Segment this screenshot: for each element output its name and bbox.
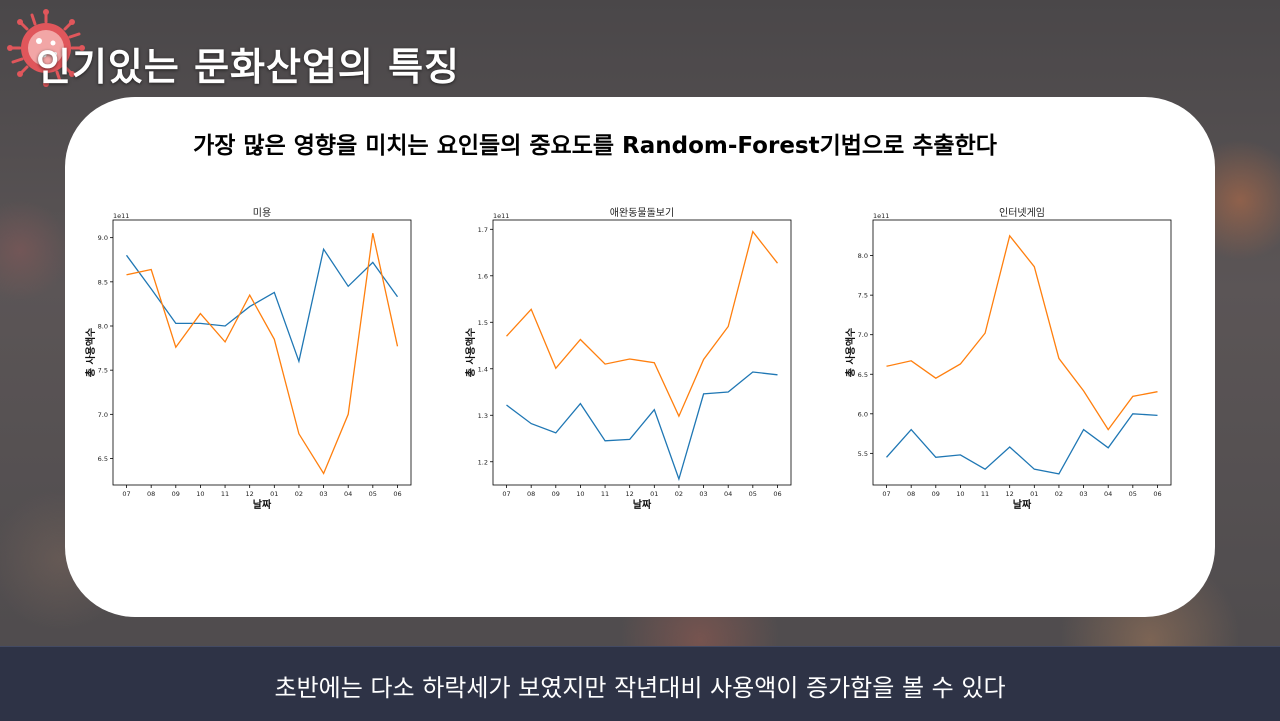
- series-line-blue: [506, 371, 778, 482]
- x-tick-label: 11: [981, 490, 989, 498]
- y-tick-label: 1.7: [478, 226, 488, 234]
- x-tick-label: 09: [552, 490, 560, 498]
- x-tick-label: 08: [527, 490, 535, 498]
- chart-title: 미용: [253, 207, 271, 219]
- x-tick-label: 12: [246, 490, 254, 498]
- x-tick-label: 07: [122, 490, 130, 498]
- y-axis-label: 총 사용액수: [465, 328, 477, 377]
- y-tick-label: 1.2: [478, 458, 488, 466]
- chart-title: 애완동물돌보기: [610, 207, 674, 219]
- axis-offset-label: 1e11: [113, 212, 129, 220]
- x-tick-label: 03: [319, 490, 327, 498]
- x-axis-label: 날짜: [253, 498, 272, 510]
- plot-frame: [492, 219, 792, 486]
- y-tick-label: 7.0: [98, 411, 108, 419]
- chart-internet-game: 인터넷게임 1e11 5.5 6.0 6.5 7.0 7.5 8.0 07 08 09 10 11 12 0…: [845, 200, 1175, 510]
- x-tick-label: 01: [650, 490, 658, 498]
- series-line-orange: [886, 234, 1158, 431]
- y-tick-label: 1.6: [478, 272, 488, 280]
- plot-frame: [872, 219, 1172, 486]
- y-axis-label: 총 사용액수: [85, 328, 97, 377]
- x-tick-label: 10: [196, 490, 204, 498]
- plot-frame: [112, 219, 412, 486]
- chart-svg: 애완동물돌보기 1e11 1.2 1.3 1.4 1.5 1.6 1.7 07 08 09 10 11 1…: [465, 207, 792, 510]
- x-tick-label: 05: [1129, 490, 1137, 498]
- x-axis-label: 날짜: [1013, 498, 1032, 510]
- chart-pet-care: 애완동물돌보기 1e11 1.2 1.3 1.4 1.5 1.6 1.7 07 08 09 10 11 1…: [465, 200, 795, 510]
- x-tick-label: 03: [1079, 490, 1087, 498]
- y-tick-label: 8.0: [98, 323, 108, 331]
- x-tick-label: 05: [369, 490, 377, 498]
- x-tick-label: 09: [932, 490, 940, 498]
- x-tick-label: 01: [270, 490, 278, 498]
- x-tick-label: 07: [882, 490, 890, 498]
- series-line-blue: [125, 247, 399, 364]
- y-tick-label: 6.5: [858, 371, 868, 379]
- y-tick-label: 8.0: [858, 252, 868, 260]
- x-tick-label: 03: [699, 490, 707, 498]
- x-tick-label: 12: [1006, 490, 1014, 498]
- y-tick-label: 7.0: [858, 331, 868, 339]
- slide-subtitle: 가장 많은 영향을 미치는 요인들의 중요도를 Random-Forest기법으…: [193, 133, 997, 159]
- y-tick-label: 1.3: [478, 412, 488, 420]
- x-tick-label: 10: [956, 490, 964, 498]
- x-tick-label: 02: [295, 490, 303, 498]
- x-tick-label: 12: [626, 490, 634, 498]
- y-axis-label: 총 사용액수: [845, 328, 857, 377]
- x-tick-label: 11: [601, 490, 609, 498]
- x-tick-label: 06: [773, 490, 781, 498]
- chart-title: 인터넷게임: [999, 206, 1045, 219]
- x-tick-label: 02: [675, 490, 683, 498]
- x-tick-label: 05: [749, 490, 757, 498]
- x-tick-label: 09: [172, 490, 180, 498]
- x-tick-label: 02: [1055, 490, 1063, 498]
- x-tick-label: 04: [344, 490, 352, 498]
- x-axis-label: 날짜: [633, 498, 652, 510]
- chart-svg: 미용 1e11 6.5 7.0 7.5 8.0 8.5 9.0 07 08 09 10 11 12 01 02…: [85, 207, 412, 510]
- x-tick-label: 07: [502, 490, 510, 498]
- series-line-orange: [126, 233, 399, 475]
- y-tick-label: 9.0: [98, 234, 108, 242]
- y-tick-label: 1.5: [478, 319, 488, 327]
- y-tick-label: 6.5: [98, 455, 108, 463]
- y-tick-label: 7.5: [98, 367, 108, 375]
- footer-text: 초반에는 다소 하락세가 보였지만 작년대비 사용액이 증가함을 볼 수 있다: [274, 674, 1006, 702]
- virus-icon: [7, 9, 85, 87]
- x-tick-label: 06: [393, 490, 401, 498]
- chart-beauty: 미용 1e11 6.5 7.0 7.5 8.0 8.5 9.0 07 08 09 10 11 12 01 02…: [85, 200, 415, 510]
- y-tick-label: 1.4: [478, 365, 488, 373]
- x-tick-label: 08: [147, 490, 155, 498]
- series-line-orange: [506, 230, 779, 418]
- slide-title: 인기있는 문화산업의 특징: [36, 45, 461, 89]
- footer-bar: [0, 646, 1280, 721]
- x-tick-label: 04: [724, 490, 732, 498]
- chart-svg: 인터넷게임 1e11 5.5 6.0 6.5 7.0 7.5 8.0 07 08 09 10 11 12 0…: [845, 206, 1172, 510]
- axis-offset-label: 1e11: [873, 212, 889, 220]
- x-tick-label: 08: [907, 490, 915, 498]
- x-tick-label: 01: [1030, 490, 1038, 498]
- y-tick-label: 8.5: [98, 278, 108, 286]
- x-tick-label: 04: [1104, 490, 1112, 498]
- x-tick-label: 11: [221, 490, 229, 498]
- y-tick-label: 7.5: [858, 292, 868, 300]
- series-line-blue: [886, 413, 1158, 475]
- content-card: [65, 97, 1215, 617]
- axis-offset-label: 1e11: [493, 212, 509, 220]
- x-tick-label: 06: [1153, 490, 1161, 498]
- x-tick-label: 10: [576, 490, 584, 498]
- y-tick-label: 6.0: [858, 410, 868, 418]
- y-tick-label: 5.5: [858, 450, 868, 458]
